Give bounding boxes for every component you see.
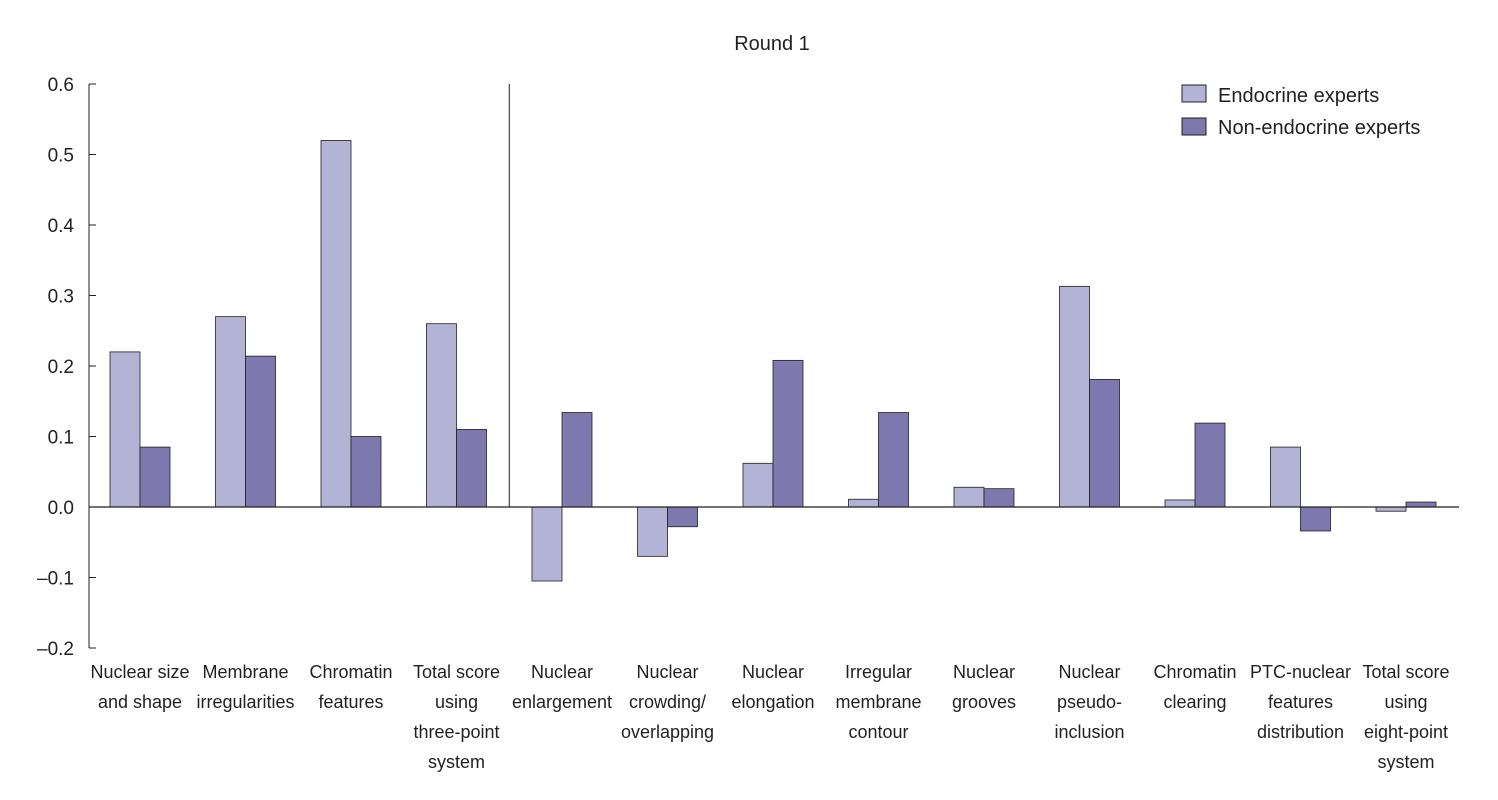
bar-endocrine xyxy=(109,351,141,508)
category-label: Total score using three-point system xyxy=(413,662,500,772)
bar-non-endocrine xyxy=(1300,506,1331,532)
category-label: Nuclear grooves xyxy=(952,662,1016,712)
y-tick-label: –0.1 xyxy=(37,569,74,590)
category-label: Chromatin features xyxy=(309,662,392,712)
legend-label-endocrine: Endocrine experts xyxy=(1218,85,1379,107)
y-tick-label: 0.0 xyxy=(48,498,74,519)
bar-non-endocrine xyxy=(1405,501,1437,508)
legend: Endocrine experts Non-endocrine experts xyxy=(1181,84,1420,139)
y-tick-label: 0.4 xyxy=(48,216,75,237)
y-tick-label: 0.1 xyxy=(48,428,74,449)
bar-endocrine xyxy=(848,498,879,508)
bar-non-endocrine xyxy=(1194,422,1226,508)
category-label: Nuclear elongation xyxy=(731,662,814,712)
bar-endocrine xyxy=(320,139,352,508)
category-label: Nuclear enlargement xyxy=(512,662,612,712)
bar-non-endocrine xyxy=(561,412,593,508)
y-tick-label: 0.3 xyxy=(48,287,74,308)
bar-non-endocrine xyxy=(245,355,276,508)
bar-non-endocrine xyxy=(350,436,382,508)
category-label: Nuclear crowding/overlapping xyxy=(621,662,714,742)
bars xyxy=(109,139,1437,582)
bar-endocrine xyxy=(531,506,563,582)
bar-endocrine xyxy=(1270,446,1301,508)
category-label: PTC-nuclear features distribution xyxy=(1250,662,1351,742)
legend-swatch-endocrine xyxy=(1181,84,1207,103)
legend-swatch-non-endocrine xyxy=(1181,117,1207,136)
y-tick-label: 0.2 xyxy=(48,357,74,378)
bar-non-endocrine xyxy=(983,488,1015,508)
y-tick-label: –0.2 xyxy=(37,639,74,660)
category-label: Irregular membrane contour xyxy=(835,662,921,742)
chart-title: Round 1 xyxy=(734,33,810,55)
bar-endocrine xyxy=(215,316,246,508)
category-label: Total score using eight-point system xyxy=(1362,662,1449,772)
bar-non-endocrine xyxy=(772,359,804,508)
category-label: Chromatin clearing xyxy=(1153,662,1236,712)
bar-non-endocrine xyxy=(667,506,698,528)
bar-non-endocrine xyxy=(139,446,171,508)
bar-endocrine xyxy=(1059,285,1090,508)
bar-non-endocrine xyxy=(1089,378,1120,508)
bar-non-endocrine xyxy=(456,429,487,508)
bar-endocrine xyxy=(426,323,457,508)
category-label: Nuclear size and shape xyxy=(90,662,189,712)
legend-label-non-endocrine: Non-endocrine experts xyxy=(1218,117,1420,139)
bar-endocrine xyxy=(953,486,985,508)
category-label: Membrane irregularities xyxy=(196,662,294,712)
bar-endocrine xyxy=(1375,506,1407,512)
y-axis: 0.6 0.5 0.4 0.3 0.2 0.1 0.0 –0.1 –0.2 xyxy=(37,75,510,660)
bar-endocrine xyxy=(1164,499,1196,508)
bar-non-endocrine xyxy=(878,412,909,508)
bar-endocrine xyxy=(637,506,668,557)
y-tick-label: 0.5 xyxy=(48,146,74,167)
y-tick-label: 0.6 xyxy=(48,75,74,96)
category-label: Nuclear pseudo-inclusion xyxy=(1054,662,1124,742)
bar-endocrine xyxy=(742,462,774,508)
